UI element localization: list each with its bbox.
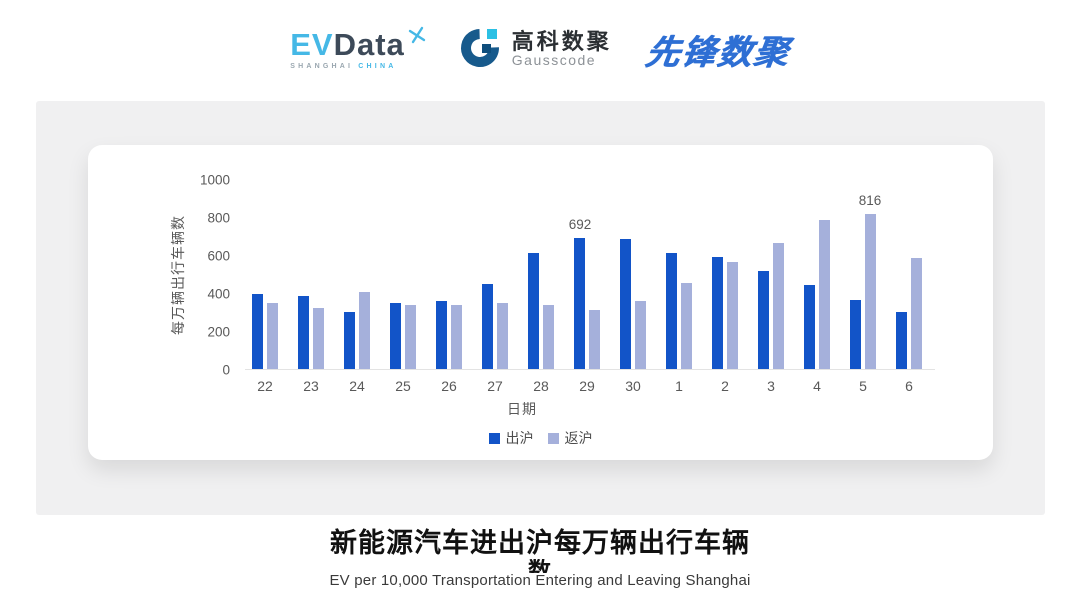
legend-label: 返沪 — [564, 430, 593, 446]
bar-chuhu — [482, 283, 493, 369]
x-tick-label: 23 — [303, 378, 319, 394]
bar-fanhu — [405, 304, 416, 369]
y-tick-label: 200 — [207, 324, 230, 340]
footer-titles: 新能源汽车进出沪每万辆出行车辆 数 EV per 10,000 Transpor… — [0, 528, 1080, 589]
sparkle-x-icon — [407, 17, 427, 52]
bar-fanhu — [359, 292, 370, 369]
y-tick-label: 1000 — [199, 172, 230, 188]
x-tick-label: 5 — [859, 378, 867, 394]
bar-fanhu — [267, 303, 278, 369]
gausscode-mark-icon — [459, 25, 503, 74]
evdata-subtext: SHANGHAI CHINA — [290, 63, 396, 70]
gausscode-en: Gausscode — [511, 52, 597, 69]
legend-label: 出沪 — [505, 430, 534, 446]
chart-main-title: 新能源汽车进出沪每万辆出行车辆 — [330, 528, 750, 558]
x-tick-label: 28 — [533, 378, 549, 394]
x-tick-label: 29 — [579, 378, 595, 394]
evdata-ev-text: EV — [290, 26, 334, 62]
x-tick-label: 1 — [675, 378, 683, 394]
bar-fanhu — [451, 304, 462, 369]
plot-area: 692 816 — [245, 180, 935, 370]
legend-item: 出沪 — [488, 428, 534, 448]
bar-chuhu — [436, 300, 447, 369]
bar-chuhu — [850, 300, 861, 369]
chart-subtitle-en: EV per 10,000 Transportation Entering an… — [329, 572, 751, 590]
bar-fanhu — [911, 258, 922, 369]
y-tick-label: 600 — [207, 248, 230, 264]
bar-chuhu — [528, 253, 539, 369]
bar-value-label: 692 — [568, 216, 592, 232]
bar-fanhu — [635, 301, 646, 369]
bar-chuhu — [620, 239, 631, 369]
bar-chuhu — [344, 312, 355, 369]
gausscode-logo: 高科数聚 Gausscode — [459, 25, 612, 74]
x-tick-label: 25 — [395, 378, 411, 394]
x-tick-label: 24 — [349, 378, 365, 394]
gausscode-cn: 高科数聚 — [511, 29, 612, 55]
legend-swatch — [547, 432, 559, 444]
x-tick-label: 22 — [257, 378, 273, 394]
y-tick-label: 800 — [207, 210, 230, 226]
bar-chuhu — [574, 237, 585, 369]
bar-chart: 每万辆出行车辆数 0 200 400 600 800 1000 692 816 22 23 24… — [88, 145, 993, 460]
evdata-sub-shanghai: SHANGHAI — [290, 62, 354, 70]
evdata-logo: EVData SHANGHAI CHINA — [290, 26, 425, 70]
legend-swatch — [488, 432, 500, 444]
evdata-data-text: Data — [333, 26, 405, 62]
bar-fanhu — [497, 303, 508, 369]
bar-chuhu — [804, 285, 815, 369]
xianfeng-logo: 先锋数聚 — [642, 33, 792, 72]
x-tick-label: 4 — [813, 378, 821, 394]
bar-chuhu — [758, 270, 769, 369]
bar-chuhu — [666, 252, 677, 369]
bar-chuhu — [298, 295, 309, 369]
bar-fanhu — [589, 309, 600, 369]
y-tick-label: 400 — [207, 286, 230, 302]
bar-fanhu — [313, 307, 324, 369]
x-tick-label: 27 — [487, 378, 503, 394]
x-tick-label: 3 — [767, 378, 775, 394]
bar-chuhu — [390, 303, 401, 369]
y-axis-title: 每万辆出行车辆数 — [170, 215, 186, 335]
chart-legend: 出沪 返沪 — [88, 428, 993, 448]
y-tick-label: 0 — [222, 362, 230, 378]
bar-chuhu — [896, 311, 907, 369]
header-logos: EVData SHANGHAI CHINA 高科数聚 Gausscode 先锋数… — [0, 14, 1080, 84]
evdata-wordmark: EVData — [290, 26, 425, 62]
bar-fanhu — [681, 282, 692, 369]
bar-chuhu — [252, 293, 263, 369]
bar-fanhu — [865, 213, 876, 369]
bar-fanhu — [543, 304, 554, 369]
bar-fanhu — [773, 243, 784, 369]
gausscode-text: 高科数聚 Gausscode — [512, 30, 612, 68]
bar-value-label: 816 — [858, 192, 882, 208]
bar-chuhu — [712, 257, 723, 369]
chart-card: 每万辆出行车辆数 0 200 400 600 800 1000 692 816 22 23 24… — [88, 145, 993, 460]
evdata-sub-china: CHINA — [358, 62, 397, 70]
bar-fanhu — [727, 261, 738, 369]
bar-fanhu — [819, 220, 830, 369]
legend-item: 返沪 — [547, 428, 593, 448]
x-axis-title: 日期 — [507, 401, 537, 417]
x-tick-label: 6 — [905, 378, 913, 394]
x-tick-label: 2 — [721, 378, 729, 394]
chart-main-title-wrapped: 数 — [528, 559, 552, 574]
x-tick-label: 30 — [625, 378, 641, 394]
x-tick-label: 26 — [441, 378, 457, 394]
